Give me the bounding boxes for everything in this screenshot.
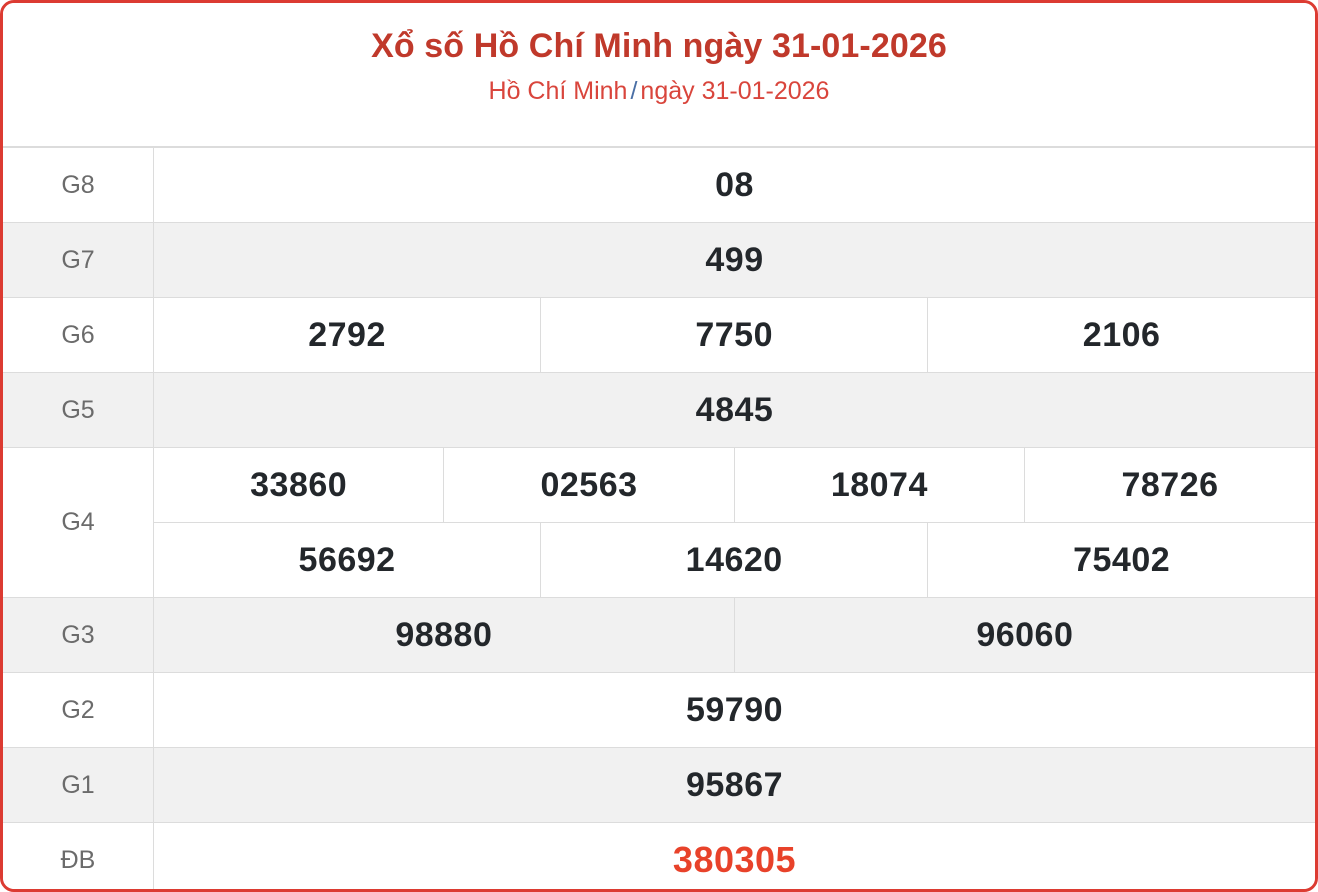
prize-label-g8: G8 (3, 148, 154, 223)
prize-number: 33860 (153, 447, 445, 523)
breadcrumb-date: ngày 31-01-2026 (640, 76, 830, 105)
prize-label-g6: G6 (3, 297, 154, 373)
prize-number: 2792 (153, 297, 542, 373)
card-header: Xổ số Hồ Chí Minh ngày 31-01-2026 Hồ Chí… (3, 3, 1315, 148)
prize-label-g7: G7 (3, 222, 154, 298)
table-row: G2 59790 (3, 672, 1315, 748)
table-row: G4 33860 02563 18074 78726 (3, 447, 1315, 598)
breadcrumb-region: Hồ Chí Minh (488, 76, 628, 105)
prize-number: 7750 (540, 297, 929, 373)
prize-number: 14620 (540, 522, 929, 598)
table-row: G3 98880 96060 (3, 597, 1315, 673)
table-row: G7 499 (3, 222, 1315, 298)
prize-number: 95867 (153, 747, 1315, 823)
prize-label-đb: ĐB (3, 822, 154, 889)
table-row: ĐB 380305 (3, 822, 1315, 889)
breadcrumb-separator: / (630, 76, 638, 105)
prize-label-g4: G4 (3, 447, 154, 598)
prize-number: 75402 (927, 522, 1315, 598)
prize-label-g2: G2 (3, 672, 154, 748)
prize-number: 499 (153, 222, 1315, 298)
prize-number: 02563 (443, 447, 735, 523)
prize-number: 78726 (1024, 447, 1315, 523)
prize-number: 96060 (734, 597, 1315, 673)
page-title: Xổ số Hồ Chí Minh ngày 31-01-2026 (371, 27, 947, 65)
prize-label-g3: G3 (3, 597, 154, 673)
special-prize-number: 380305 (153, 822, 1315, 889)
table-row: G1 95867 (3, 747, 1315, 823)
results-table: G8 08 G7 499 G6 2792 7750 2106 G5 4845 G4 33860 0256… (3, 148, 1315, 889)
prize-label-g5: G5 (3, 372, 154, 448)
breadcrumb: Hồ Chí Minh / ngày 31-01-2026 (13, 76, 1305, 106)
prize-number: 56692 (153, 522, 542, 598)
prize-number: 4845 (153, 372, 1315, 448)
prize-number: 2106 (927, 297, 1315, 373)
table-row: G6 2792 7750 2106 (3, 297, 1315, 373)
prize-number: 18074 (734, 447, 1026, 523)
prize-number: 98880 (153, 597, 735, 673)
table-row: G8 08 (3, 148, 1315, 223)
table-row: 56692 14620 75402 (3, 522, 1315, 598)
prize-label-g1: G1 (3, 747, 154, 823)
prize-number: 59790 (153, 672, 1315, 748)
table-row: G5 4845 (3, 372, 1315, 448)
prize-number: 08 (153, 148, 1315, 223)
